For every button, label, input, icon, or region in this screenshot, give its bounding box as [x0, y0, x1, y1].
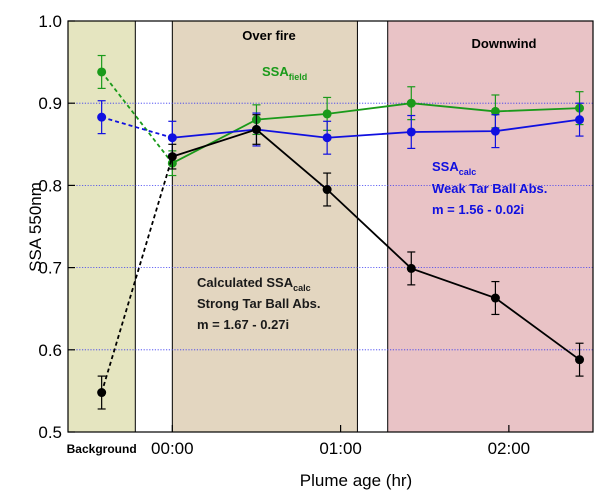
series-dashed-connector: [100, 156, 174, 393]
x-axis-title: Plume age (hr): [300, 471, 412, 490]
annotation-weak-tar-ball: SSAcalc Weak Tar Ball Abs. m = 1.56 - 0.…: [432, 159, 547, 217]
data-point: [167, 133, 177, 143]
series-line: [171, 102, 580, 165]
x-tick-label: 01:00: [319, 439, 362, 458]
x-tick-label: 02:00: [488, 439, 531, 458]
y-tick-label: 0.7: [38, 259, 62, 278]
series-line: [172, 128, 581, 361]
series-2: [97, 114, 585, 410]
annotation-ssa-field: SSAfield: [262, 64, 307, 82]
annotation-strong-line3: m = 1.67 - 0.27i: [197, 317, 289, 332]
region-1: [171, 20, 358, 433]
data-point: [97, 388, 107, 398]
data-point: [322, 109, 332, 119]
svg-text:Calculated SSAcalc: Calculated SSAcalc: [197, 275, 311, 293]
series-dashed-connector: [100, 71, 174, 164]
series-dashed-connector: [101, 116, 173, 139]
data-point: [490, 106, 500, 116]
x-tick-label-background: Background: [67, 442, 137, 456]
data-point: [167, 152, 177, 162]
data-point: [97, 67, 107, 77]
shaded-regions: [67, 20, 594, 433]
data-series: [97, 54, 585, 410]
data-point: [251, 125, 261, 135]
y-tick-label: 0.9: [38, 94, 62, 113]
data-point: [322, 185, 332, 195]
data-point: [575, 115, 585, 125]
plot-frame: [67, 20, 594, 433]
y-tick-label: 0.6: [38, 341, 62, 360]
annotation-weak-main: SSA: [432, 159, 459, 174]
x-tick-label: 00:00: [151, 439, 194, 458]
annotation-strong-sub: calc: [293, 283, 311, 293]
data-point: [490, 126, 500, 136]
y-tick-label: 0.8: [38, 176, 62, 195]
y-tick-label: 0.5: [38, 423, 62, 442]
region-2: [387, 20, 594, 433]
annotation-weak-line2: Weak Tar Ball Abs.: [432, 181, 547, 196]
data-point: [575, 355, 585, 365]
region-label-downwind: Downwind: [472, 36, 537, 51]
data-point: [97, 112, 107, 122]
y-axis-title: SSA 550nm: [26, 182, 45, 272]
annotation-ssa-field-sub: field: [289, 72, 308, 82]
annotation-strong-tar-ball: Calculated SSAcalc Strong Tar Ball Abs. …: [197, 275, 321, 332]
annotation-strong-main: Calculated SSA: [197, 275, 294, 290]
gridlines: [68, 102, 593, 351]
annotation-weak-line3: m = 1.56 - 0.02i: [432, 202, 524, 217]
annotation-strong-line2: Strong Tar Ball Abs.: [197, 296, 321, 311]
y-tick-label: 1.0: [38, 12, 62, 31]
region-label-over-fire: Over fire: [242, 28, 295, 43]
annotation-weak-sub: calc: [459, 167, 477, 177]
axis-ticks: 0.5 0.6 0.7 0.8 0.9 1.0 00:00 01:00 02:00 Backgro…: [38, 12, 530, 458]
data-point: [406, 127, 416, 137]
data-point: [322, 133, 332, 143]
svg-text:SSAcalc: SSAcalc: [432, 159, 476, 177]
data-point: [406, 263, 416, 273]
data-point: [406, 98, 416, 108]
region-0: [67, 20, 136, 433]
series-line: [172, 118, 580, 139]
data-point: [490, 293, 500, 303]
annotation-ssa-field-main: SSA: [262, 64, 289, 79]
